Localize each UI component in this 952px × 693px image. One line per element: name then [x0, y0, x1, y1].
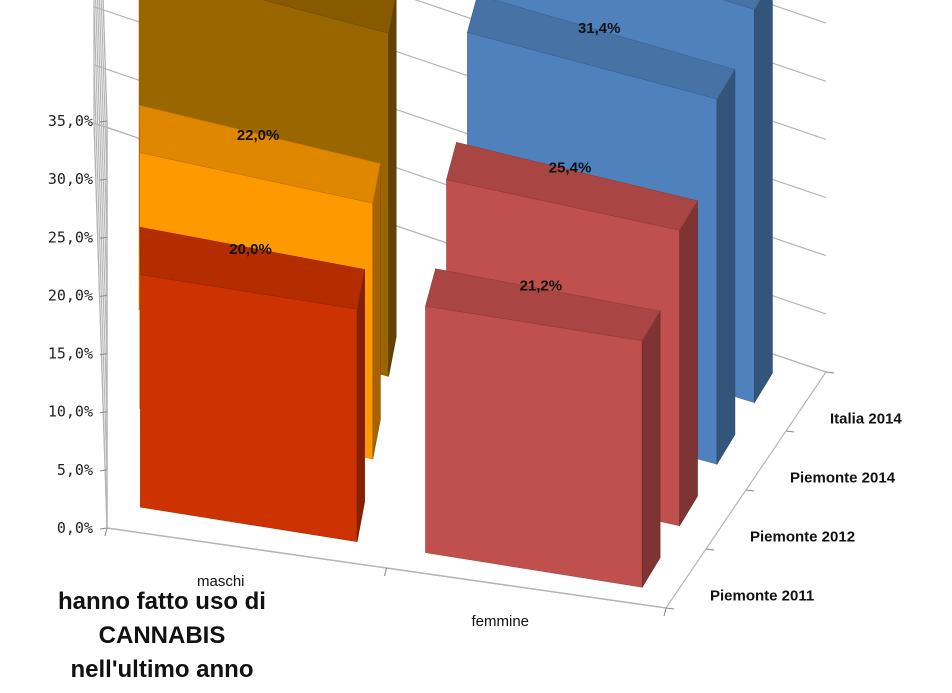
series-tick [745, 489, 755, 492]
series-label: Piemonte 2012 [750, 529, 855, 546]
series-label: Piemonte 2014 [790, 470, 896, 487]
tick-mark [99, 527, 108, 530]
tick-mark [99, 178, 108, 181]
bar [139, 226, 365, 543]
bar-top [425, 268, 661, 342]
series-tick [705, 548, 715, 551]
series-label: Italia 2014 [830, 411, 902, 428]
gridline [98, 0, 827, 238]
caption-line: CANNABIS [99, 622, 226, 649]
bar-top [262, 0, 396, 34]
bar-top [139, 104, 381, 204]
data-label: 31,4% [578, 20, 621, 37]
bar-side [641, 310, 661, 589]
tick-mark [99, 120, 108, 123]
series-tick [665, 607, 675, 610]
category-label: maschi [197, 573, 245, 590]
caption-line: hanno fatto uso di [58, 588, 266, 615]
gridline [100, 0, 827, 180]
y-tick-label: 10,0% [48, 403, 93, 421]
data-labels: 33,8%29,5%31,4%22,0%25,4%20,0%21,2% [229, 20, 621, 295]
side-wall-outline [93, 0, 108, 528]
bar-top [446, 142, 698, 231]
y-tick-label: 30,0% [48, 170, 93, 188]
chart-caption: hanno fatto uso di CANNABIS nell'ultimo an… [58, 588, 266, 683]
series-tick [785, 430, 795, 433]
data-label: 21,2% [520, 278, 563, 295]
tick-mark [99, 411, 108, 414]
category-tick [663, 607, 667, 617]
bar-top [722, 0, 761, 10]
data-label: 22,0% [237, 127, 280, 144]
bar-side [679, 199, 698, 527]
data-label: 25,4% [549, 159, 592, 176]
tick-mark [99, 236, 108, 239]
bar-side [388, 0, 397, 377]
y-tick-label: 20,0% [48, 286, 93, 304]
tick-mark [99, 294, 108, 297]
y-tick-label: 25,0% [48, 228, 93, 246]
y-tick-label: 5,0% [57, 461, 93, 479]
y-tick-label: 35,0% [48, 112, 93, 130]
series-labels: Piemonte 2011 Piemonte 2012 Piemonte 2014 I… [710, 411, 902, 605]
bar-side [716, 68, 736, 466]
bar-front [140, 274, 358, 543]
bar-side [372, 163, 381, 460]
category-tick [104, 527, 108, 537]
bar [425, 268, 661, 589]
series-label: Piemonte 2011 [710, 588, 814, 605]
data-label: 20,0% [229, 241, 272, 258]
bar-side [754, 0, 773, 404]
category-tick [384, 567, 387, 577]
bar-top [139, 226, 365, 310]
tick-mark [99, 353, 108, 356]
series-tick [825, 371, 835, 374]
category-labels: maschi femmine [197, 573, 529, 630]
y-axis-ticks: 0,0% 5,0% 10,0% 15,0% 20,0% 25,0% 30,0% 35,0% [48, 112, 93, 537]
bar-front [425, 305, 643, 588]
category-label: femmine [471, 613, 529, 630]
y-tick-label: 0,0% [57, 519, 93, 537]
bar-top [467, 0, 736, 100]
y-tick-label: 15,0% [48, 345, 93, 363]
bar-side [356, 269, 365, 542]
caption-line: nell'ultimo anno [70, 656, 253, 683]
tick-mark [99, 469, 108, 472]
bars [138, 0, 773, 589]
